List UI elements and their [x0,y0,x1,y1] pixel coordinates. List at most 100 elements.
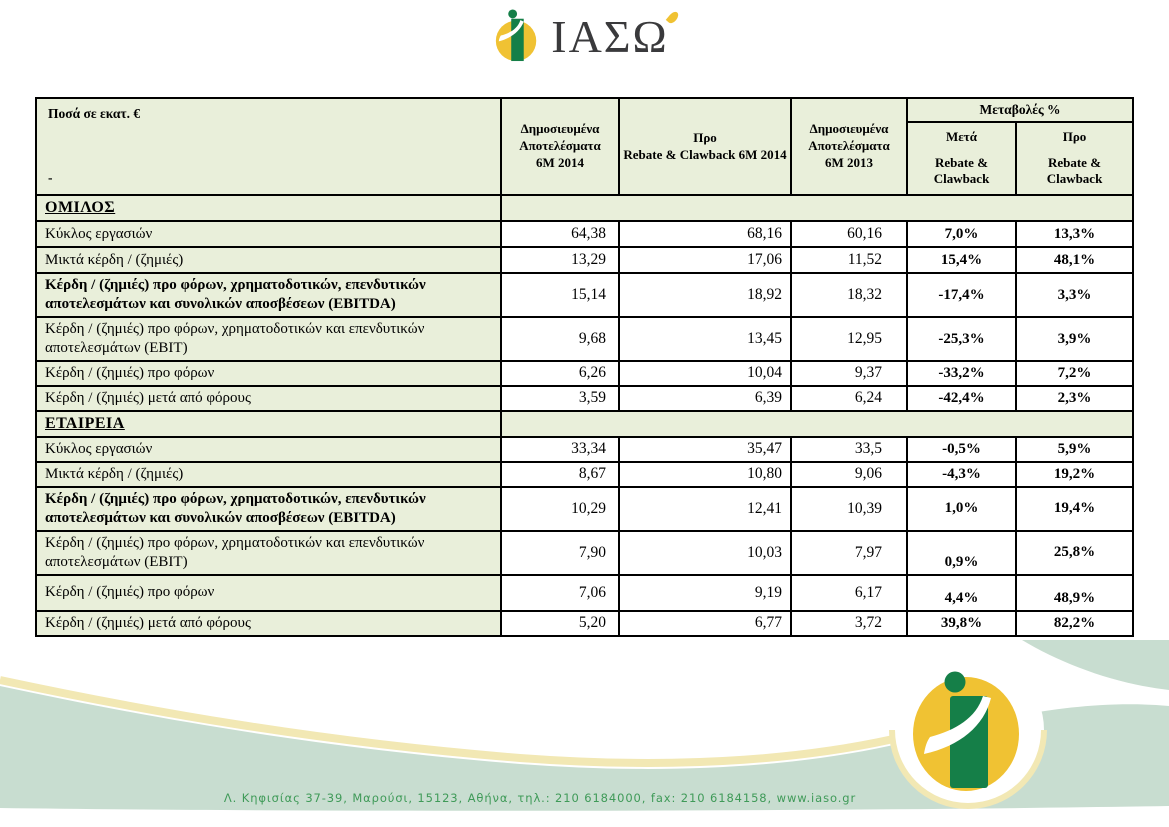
value-cell: 33,34 [500,435,620,463]
value-cell: 10,39 [790,485,908,532]
pct-cell: 15,4% [906,246,1017,274]
value-cell: 9,06 [790,460,908,488]
row-label: Κέρδη / (ζημιές) μετά από φόρους [35,609,502,637]
value-cell: 15,14 [500,272,620,318]
table-row: Κέρδη / (ζημιές) προ φόρων, χρηματοδοτικ… [35,529,1135,576]
value-cell: 64,38 [500,220,620,248]
section-header-row: ΟΜΙΛΟΣ [35,194,1135,222]
table-row: Κύκλος εργασιών 33,34 35,47 33,5 -0,5% 5,9% [35,435,1135,463]
value-cell: 18,92 [618,272,792,318]
pct-cell: 7,2% [1014,360,1135,387]
header-line: 6M 2013 [824,154,874,170]
iaso-figure-icon-large [913,671,1019,791]
pct-cell: 82,2% [1014,609,1135,637]
section-title-cell: ΟΜΙΛΟΣ [35,194,502,222]
value-cell: 9,37 [790,360,908,387]
value-cell: 35,47 [618,435,792,463]
unit-header-cell: Ποσά σε εκατ. € - [35,97,502,196]
pct-cell: 19,2% [1014,460,1135,488]
section-fill [499,409,1135,438]
pct-cell: -4,3% [906,460,1017,488]
table-row: Κέρδη / (ζημιές) προ φόρων, χρηματοδοτικ… [35,485,1135,532]
pct-cell: 3,9% [1014,316,1135,362]
changes-group-label: Μεταβολές % [979,102,1061,118]
row-label: Κέρδη / (ζημιές) προ φόρων, χρηματοδοτικ… [35,529,502,576]
value-cell: 18,32 [790,272,908,318]
section-title: ΕΤΑΙΡΕΙΑ [45,414,125,432]
header-line: Rebate & Clawback 6M 2014 [623,146,787,162]
value-cell: 7,90 [500,529,620,576]
section-fill [499,194,1135,222]
value-cell: 10,03 [618,529,792,576]
value-cell: 8,67 [500,460,620,488]
pct-cell: 48,9% [1014,573,1135,612]
footer-wave-graphic [0,640,1169,811]
table-row: Μικτά κέρδη / (ζημιές) 8,67 10,80 9,06 -4,3%… [35,460,1135,488]
pct-cell: 25,8% [1014,529,1135,576]
section-title-cell: ΕΤΑΙΡΕΙΑ [35,409,502,438]
value-cell: 10,29 [500,485,620,532]
value-cell: 3,72 [790,609,908,637]
row-label: Μικτά κέρδη / (ζημιές) [35,246,502,274]
value-cell: 7,06 [500,573,620,612]
value-cell: 13,29 [500,246,620,274]
pct-cell: 2,3% [1014,384,1135,412]
table-row: Μικτά κέρδη / (ζημιές) 13,29 17,06 11,52 15,… [35,246,1135,274]
col-header-published-2013: Δημοσιευμένα Αποτελέσματα 6M 2013 [790,97,908,196]
table-row: Κέρδη / (ζημιές) μετά από φόρους 5,20 6,77… [35,609,1135,637]
pct-cell: 5,9% [1014,435,1135,463]
unit-dash: - [48,170,53,186]
col-header-published-2014: Δημοσιευμένα Αποτελέσματα 6M 2014 [500,97,620,196]
brand-wordmark: ΙΑΣΩ [551,9,680,62]
pct-cell: 13,3% [1014,220,1135,248]
header-line: Αποτελέσματα [808,138,890,154]
value-cell: 6,26 [500,360,620,387]
header-line: Δημοσιευμένα [809,121,889,137]
pct-cell: 4,4% [906,573,1017,612]
pct-cell: 0,9% [906,529,1017,576]
pct-cell: -42,4% [906,384,1017,412]
row-label: Μικτά κέρδη / (ζημιές) [35,460,502,488]
col-header-meta-rebate: Μετά Rebate & Clawback [906,121,1017,196]
header-line: Rebate & Clawback [1046,154,1103,187]
pct-cell: 19,4% [1014,485,1135,532]
pct-cell: 3,3% [1014,272,1135,318]
row-label: Κέρδη / (ζημιές) προ φόρων, χρηματοδοτικ… [35,485,502,532]
row-label: Κέρδη / (ζημιές) μετά από φόρους [35,384,502,412]
value-cell: 60,16 [790,220,908,248]
row-label: Κύκλος εργασιών [35,435,502,463]
header-line: 6M 2014 [535,154,585,170]
table-row: Κέρδη / (ζημιές) μετά από φόρους 3,59 6,39… [35,384,1135,412]
pct-cell: 1,0% [906,485,1017,532]
row-label: Κέρδη / (ζημιές) προ φόρων, χρηματοδοτικ… [35,316,502,362]
value-cell: 9,19 [618,573,792,612]
value-cell: 33,5 [790,435,908,463]
value-cell: 13,45 [618,316,792,362]
value-cell: 17,06 [618,246,792,274]
footer-logo-blob-ring [889,729,1047,809]
col-header-changes-group: Μεταβολές % [905,97,1135,123]
pct-cell: 39,8% [906,609,1017,637]
section-title: ΟΜΙΛΟΣ [45,199,116,216]
value-cell: 3,59 [500,384,620,412]
value-cell: 5,20 [500,609,620,637]
value-cell: 11,52 [790,246,908,274]
pct-cell: -17,4% [906,272,1017,318]
row-label: Κέρδη / (ζημιές) προ φόρων [35,360,502,387]
table-body: ΟΜΙΛΟΣ Κύκλος εργασιών 64,38 68,16 60,16 7,0%… [35,194,1135,637]
footer-mint-band [0,686,1169,811]
col-header-pro-rebate: Προ Rebate & Clawback [1014,121,1135,196]
value-cell: 9,68 [500,316,620,362]
row-label: Κέρδη / (ζημιές) προ φόρων [35,573,502,612]
brand-wordmark-text: ΙΑΣΩ [551,11,669,62]
table-header: Ποσά σε εκατ. € - Δημοσιευμένα Αποτελέσμ… [35,97,1135,196]
value-cell: 6,24 [790,384,908,412]
table-row: Κέρδη / (ζημιές) προ φόρων 6,26 10,04 9,37-… [35,360,1135,387]
pct-cell: 7,0% [906,220,1017,248]
pct-cell: -25,3% [906,316,1017,362]
value-cell: 10,04 [618,360,792,387]
pct-cell: -33,2% [906,360,1017,387]
table-row: Κέρδη / (ζημιές) προ φόρων, χρηματοδοτικ… [35,272,1135,318]
pct-cell: -0,5% [906,435,1017,463]
